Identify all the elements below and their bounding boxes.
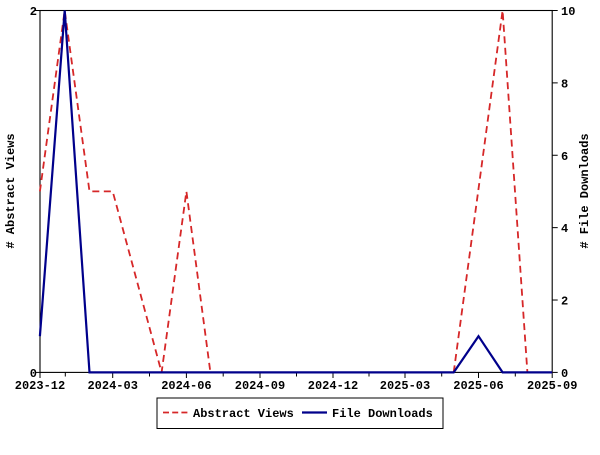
svg-text:2025-06: 2025-06 (453, 379, 503, 393)
svg-text:2025-03: 2025-03 (380, 379, 430, 393)
svg-text:Abstract Views: Abstract Views (193, 407, 294, 421)
svg-text:2: 2 (561, 295, 568, 309)
svg-text:2025-09: 2025-09 (527, 379, 577, 393)
svg-text:File Downloads: File Downloads (332, 407, 433, 421)
svg-text:# Abstract Views: # Abstract Views (4, 133, 18, 248)
svg-text:0: 0 (561, 367, 568, 381)
svg-text:0: 0 (30, 367, 37, 381)
svg-text:2: 2 (30, 5, 37, 19)
svg-text:2024-03: 2024-03 (87, 379, 137, 393)
svg-text:2024-09: 2024-09 (235, 379, 285, 393)
svg-text:8: 8 (561, 77, 568, 91)
svg-text:2023-12: 2023-12 (15, 379, 65, 393)
svg-text:2024-06: 2024-06 (161, 379, 211, 393)
svg-text:4: 4 (561, 222, 568, 236)
svg-text:10: 10 (561, 5, 575, 19)
svg-text:2024-12: 2024-12 (308, 379, 358, 393)
svg-text:# File Downloads: # File Downloads (578, 133, 592, 248)
svg-text:6: 6 (561, 150, 568, 164)
